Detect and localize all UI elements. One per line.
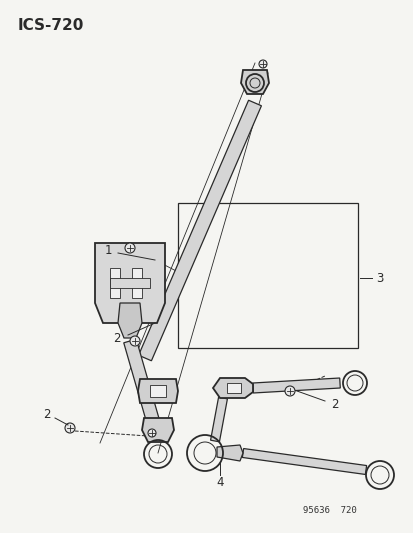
Polygon shape [252,378,339,393]
Polygon shape [242,449,366,474]
Text: ICS-720: ICS-720 [18,18,84,33]
Circle shape [125,243,135,253]
Circle shape [147,429,156,437]
Bar [226,383,240,393]
Text: 4: 4 [216,477,223,489]
Polygon shape [123,339,161,430]
Bar [110,268,120,298]
Bar [132,268,142,298]
Circle shape [259,60,266,68]
Text: 3: 3 [375,271,383,285]
Polygon shape [138,379,178,403]
Bar [150,385,166,397]
Circle shape [130,336,140,346]
Text: 2: 2 [43,408,51,422]
Circle shape [284,386,294,396]
Text: 2: 2 [330,398,338,410]
Polygon shape [240,70,268,94]
Polygon shape [142,418,173,442]
Text: 1: 1 [104,244,112,256]
Polygon shape [138,100,261,361]
Polygon shape [95,243,165,323]
Polygon shape [212,378,252,398]
Circle shape [65,423,75,433]
Polygon shape [210,397,227,442]
Text: 95636  720: 95636 720 [302,506,356,515]
Text: 2: 2 [113,332,121,344]
Bar [178,203,357,348]
Polygon shape [118,303,142,338]
Bar [110,278,150,288]
Polygon shape [216,445,242,461]
